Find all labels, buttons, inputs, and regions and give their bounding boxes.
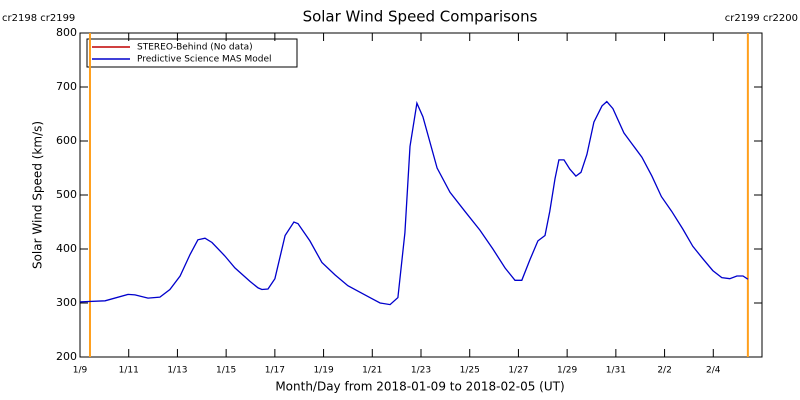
y-tick-label: 300	[56, 296, 77, 309]
y-tick-label: 700	[56, 80, 77, 93]
x-tick-label: 1/9	[73, 366, 88, 376]
legend-label: Predictive Science MAS Model	[137, 55, 272, 65]
legend-label: STEREO-Behind (No data)	[137, 43, 253, 53]
y-axis-label: Solar Wind Speed (km/s)	[31, 121, 45, 269]
x-tick-label: 1/21	[362, 366, 382, 376]
x-tick-label: 1/19	[313, 366, 333, 376]
y-tick-label: 800	[56, 26, 77, 39]
y-tick-label: 500	[56, 188, 77, 201]
rotation-label: cr2199 cr2200	[725, 13, 798, 24]
x-tick-label: 1/15	[216, 366, 236, 376]
data-line	[79, 100, 749, 306]
rotation-label: cr2198 cr2199	[2, 13, 75, 24]
legend-box	[86, 38, 298, 68]
y-tick-label: 200	[56, 350, 77, 363]
y-tick-label: 400	[56, 242, 77, 255]
x-tick-label: 2/4	[706, 366, 721, 376]
x-tick-label: 1/25	[460, 366, 480, 376]
x-tick-label: 1/17	[265, 366, 285, 376]
x-tick-label: 2/2	[657, 366, 671, 376]
x-tick-label: 1/31	[606, 366, 626, 376]
chart-title: Solar Wind Speed Comparisons	[303, 8, 538, 26]
x-tick-label: 1/13	[167, 366, 187, 376]
x-tick-label: 1/29	[557, 366, 577, 376]
x-tick-label: 1/11	[119, 366, 139, 376]
legend: STEREO-Behind (No data) Predictive Scienc…	[86, 38, 298, 68]
x-axis-label: Month/Day from 2018-01-09 to 2018-02-05 …	[275, 380, 564, 394]
y-tick-label: 600	[56, 134, 77, 147]
x-tick-label: 1/27	[508, 366, 528, 376]
x-tick-label: 1/23	[411, 366, 431, 376]
